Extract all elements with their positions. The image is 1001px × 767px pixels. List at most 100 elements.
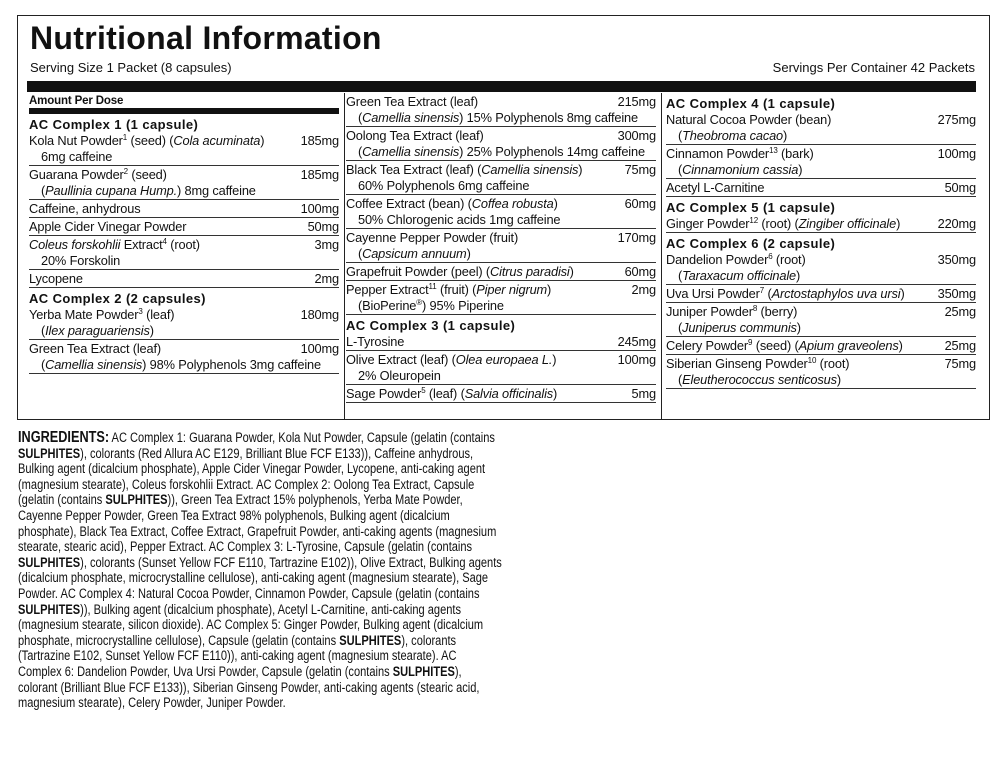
nutrient-amount: 100mg xyxy=(937,146,977,161)
nutrient-amount: 75mg xyxy=(944,356,977,371)
text-run: ( xyxy=(764,286,772,301)
italic-run: Juniperus communis xyxy=(682,320,797,335)
text-run: Grapefruit Powder (peel) ( xyxy=(346,264,491,279)
nutrient-amount: 100mg xyxy=(300,201,340,216)
nutrient-amount: 2mg xyxy=(314,271,340,286)
nutrient-row: Kola Nut Powder1 (seed) (Cola acuminata)… xyxy=(29,133,339,149)
text-run: ) 15% Polyphenols 8mg caffeine xyxy=(459,110,638,125)
nutrient-row: Ginger Powder12 (root) (Zingiber officin… xyxy=(666,216,976,232)
bold-run: SULPHITES xyxy=(392,663,455,679)
nutrient-item: Cinnamon Powder13 (bark) 100mg (Cinnamoniu… xyxy=(666,145,976,179)
text-run: ), colorants (Tartrazine E102, Sunset Ye… xyxy=(18,632,457,679)
nutrient-row: Cayenne Pepper Powder (fruit) 170mg xyxy=(346,230,656,246)
text-run: ) 8mg caffeine xyxy=(177,183,256,198)
nutrient-amount: 25mg xyxy=(944,304,977,319)
nutrient-detail: (Theobroma cacao) xyxy=(666,128,976,144)
text-run: (root) xyxy=(772,252,806,267)
nutrient-name: Pepper Extract11 (fruit) (Piper nigrum) xyxy=(346,282,551,298)
nutrient-amount: 185mg xyxy=(300,167,340,182)
nutrient-name: Caffeine, anhydrous xyxy=(29,201,141,217)
italic-run: Piper nigrum xyxy=(476,282,548,297)
italic-run: Camellia sinensis xyxy=(362,144,460,159)
nutrient-item: Yerba Mate Powder3 (leaf) 180mg (Ilex para… xyxy=(29,306,339,340)
nutrient-name: Acetyl L-Carnitine xyxy=(666,180,764,196)
text-run: )), Green Tea Extract 15% polyphenols, Y… xyxy=(18,492,497,555)
nutrient-item: Acetyl L-Carnitine 50mg xyxy=(666,179,976,197)
nutrient-item: Caffeine, anhydrous 100mg xyxy=(29,200,339,218)
text-run: ) xyxy=(260,133,265,148)
nutrient-row: Black Tea Extract (leaf) (Camellia sinen… xyxy=(346,162,656,178)
text-run: Black Tea Extract (leaf) ( xyxy=(346,162,482,177)
text-run: ) xyxy=(553,386,558,401)
text-run: (seed) ( xyxy=(752,338,799,353)
sup-run: 4 xyxy=(162,237,167,246)
text-run: Celery Powder xyxy=(666,338,748,353)
nutrient-row: Yerba Mate Powder3 (leaf) 180mg xyxy=(29,307,339,323)
nutrient-item: Lycopene 2mg xyxy=(29,270,339,288)
nutrient-amount: 180mg xyxy=(300,307,340,322)
nutrient-row: Caffeine, anhydrous 100mg xyxy=(29,201,339,217)
nutrient-detail: (Paullinia cupana Hump.) 8mg caffeine xyxy=(29,183,339,199)
nutrient-item: Guarana Powder2 (seed) 185mg (Paullinia cu… xyxy=(29,166,339,200)
ingredients: INGREDIENTS: AC Complex 1: Guarana Powde… xyxy=(18,430,502,711)
column: AC Complex 4 (1 capsule) Natural Cocoa Po… xyxy=(666,93,976,419)
italic-run: Camellia sinensis xyxy=(45,357,143,372)
nutrient-amount: 275mg xyxy=(937,112,977,127)
section-title: AC Complex 5 (1 capsule) xyxy=(666,200,836,215)
italic-run: Salvia officinalis xyxy=(464,386,554,401)
nutrient-amount: 60mg xyxy=(624,264,657,279)
nutrient-item: Coffee Extract (bean) (Coffea robusta) 60… xyxy=(346,195,656,229)
italic-run: Ilex paraguariensis xyxy=(45,323,150,338)
text-run: 50% Chlorogenic acids 1mg caffeine xyxy=(358,212,561,227)
text-run: (bark) xyxy=(777,146,814,161)
nutrient-detail: (Eleutherococcus senticosus) xyxy=(666,372,976,388)
text-run: Juniper Powder xyxy=(666,304,753,319)
nutrient-item: Kola Nut Powder1 (seed) (Cola acuminata)… xyxy=(29,132,339,166)
nutrient-row: Siberian Ginseng Powder10 (root) 75mg xyxy=(666,356,976,372)
text-run: Yerba Mate Powder xyxy=(29,307,139,322)
nutrient-amount: 5mg xyxy=(631,386,657,401)
text-run: Natural Cocoa Powder (bean) xyxy=(666,112,832,127)
text-run: (root) xyxy=(166,237,200,252)
nutrient-name: Coleus forskohlii Extract4 (root) xyxy=(29,237,200,253)
sup-run: 11 xyxy=(428,282,437,291)
nutrient-amount: 350mg xyxy=(937,252,977,267)
text-run: ( xyxy=(41,183,46,198)
nutrient-name: Cinnamon Powder13 (bark) xyxy=(666,146,814,162)
nutrient-name: Ginger Powder12 (root) (Zingiber officin… xyxy=(666,216,900,232)
nutrient-detail: (Ilex paraguariensis) xyxy=(29,323,339,339)
nutrient-item: Juniper Powder8 (berry) 25mg (Juniperus co… xyxy=(666,303,976,337)
nutrition-panel: Nutritional Information Serving Size 1 P… xyxy=(17,15,990,420)
text-run: Lycopene xyxy=(29,271,83,286)
nutrient-amount: 75mg xyxy=(624,162,657,177)
nutrient-detail: (Camellia sinensis) 25% Polyphenols 14mg… xyxy=(346,144,656,160)
text-run: (berry) xyxy=(757,304,798,319)
nutrient-row: Dandelion Powder6 (root) 350mg xyxy=(666,252,976,268)
nutrient-detail: (Cinnamonium cassia) xyxy=(666,162,976,178)
nutrient-row: Celery Powder9 (seed) (Apium graveolens)… xyxy=(666,338,976,354)
italic-run: Cola acuminata xyxy=(173,133,261,148)
title: Nutritional Information xyxy=(30,20,382,56)
sup-run: 12 xyxy=(749,216,759,225)
nutrient-detail: (Camellia sinensis) 98% Polyphenols 3mg … xyxy=(29,357,339,373)
nutrient-row: Coleus forskohlii Extract4 (root) 3mg xyxy=(29,237,339,253)
text-run: ) xyxy=(578,162,583,177)
nutrient-amount: 50mg xyxy=(944,180,977,195)
text-run: ( xyxy=(41,323,46,338)
nutrient-row: Guarana Powder2 (seed) 185mg xyxy=(29,167,339,183)
nutrient-detail: 60% Polyphenols 6mg caffeine xyxy=(346,178,656,194)
sup-run: 6 xyxy=(768,252,773,261)
column: Green Tea Extract (leaf) 215mg (Camellia s… xyxy=(346,93,656,419)
text-run: ), colorant (Brilliant Blue FCF E133)), … xyxy=(18,663,480,711)
text-run: ( xyxy=(358,110,363,125)
italic-run: Theobroma cacao xyxy=(682,128,784,143)
text-run: (seed) ( xyxy=(127,133,174,148)
nutrient-item: Grapefruit Powder (peel) (Citrus paradis… xyxy=(346,263,656,281)
italic-run: Zingiber officinale xyxy=(798,216,897,231)
nutrient-name: Lycopene xyxy=(29,271,83,287)
nutrient-name: Dandelion Powder6 (root) xyxy=(666,252,806,268)
nutrient-name: Green Tea Extract (leaf) xyxy=(346,94,478,110)
section-title: AC Complex 1 (1 capsule) xyxy=(29,117,199,132)
nutrient-item: Green Tea Extract (leaf) 100mg (Camellia s… xyxy=(29,340,339,374)
bold-run: SULPHITES xyxy=(105,492,168,508)
